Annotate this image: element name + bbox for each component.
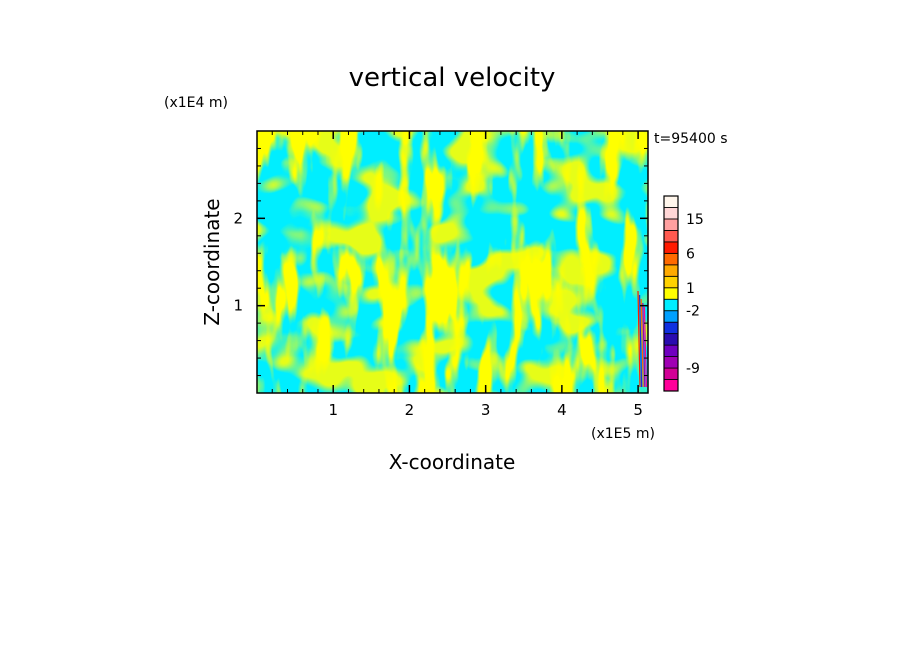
x-tick-label: 5 (633, 401, 643, 419)
x-tick-label: 1 (328, 401, 338, 419)
colorbar-frame (663, 195, 679, 392)
y-unit-label: (x1E4 m) (164, 95, 228, 111)
edge-contour (637, 290, 641, 388)
colorbar-swatch (663, 264, 679, 277)
colorbar-swatch (663, 310, 679, 323)
colorbar-swatch (663, 218, 679, 231)
x-unit-label: (x1E5 m) (591, 426, 655, 442)
x-tick-label: 2 (405, 401, 415, 419)
colorbar-swatch (663, 275, 679, 289)
edge-contour (640, 298, 644, 388)
x-tick-label: 4 (557, 401, 567, 419)
colorbar-swatch (663, 287, 679, 300)
colorbar-label: -2 (686, 304, 700, 320)
time-label: t=95400 s (654, 131, 728, 147)
y-axis-title: Z-coordinate (200, 198, 224, 325)
colorbar-swatch (663, 367, 679, 380)
right-edge-contours (637, 290, 647, 388)
x-axis-title: X-coordinate (389, 450, 516, 474)
colorbar-swatch (663, 230, 679, 243)
edge-contour (643, 306, 647, 388)
axis-ticks: 1 2 3 4 5 1 2 (233, 131, 648, 419)
colorbar-label: 15 (686, 212, 704, 228)
colorbar-swatch (663, 321, 679, 335)
colorbar-swatch (663, 344, 679, 357)
chart-title: vertical velocity (349, 63, 556, 93)
colorbar-swatch (663, 241, 679, 254)
colorbar: -9 -2 1 6 15 (663, 195, 704, 392)
colorbar-swatch (663, 195, 679, 208)
plot-area: 1 2 3 4 5 1 2 (233, 130, 649, 419)
y-tick-label: 2 (233, 209, 243, 227)
colorbar-swatch (663, 333, 679, 346)
colorbar-label: 6 (686, 246, 695, 262)
colorbar-swatch (663, 356, 679, 369)
x-tick-label: 3 (481, 401, 491, 419)
colorbar-swatch (663, 252, 679, 266)
colorbar-swatch (663, 379, 679, 392)
plot-frame (256, 130, 649, 394)
colorbar-swatch (663, 298, 679, 312)
edge-contour (642, 302, 646, 388)
edge-contour (639, 294, 643, 388)
colorbar-label: 1 (686, 281, 695, 297)
field-updraft-blobs (257, 131, 648, 393)
y-tick-label: 1 (233, 297, 243, 315)
colorbar-swatch (663, 207, 679, 220)
colorbar-label: -9 (686, 361, 700, 377)
